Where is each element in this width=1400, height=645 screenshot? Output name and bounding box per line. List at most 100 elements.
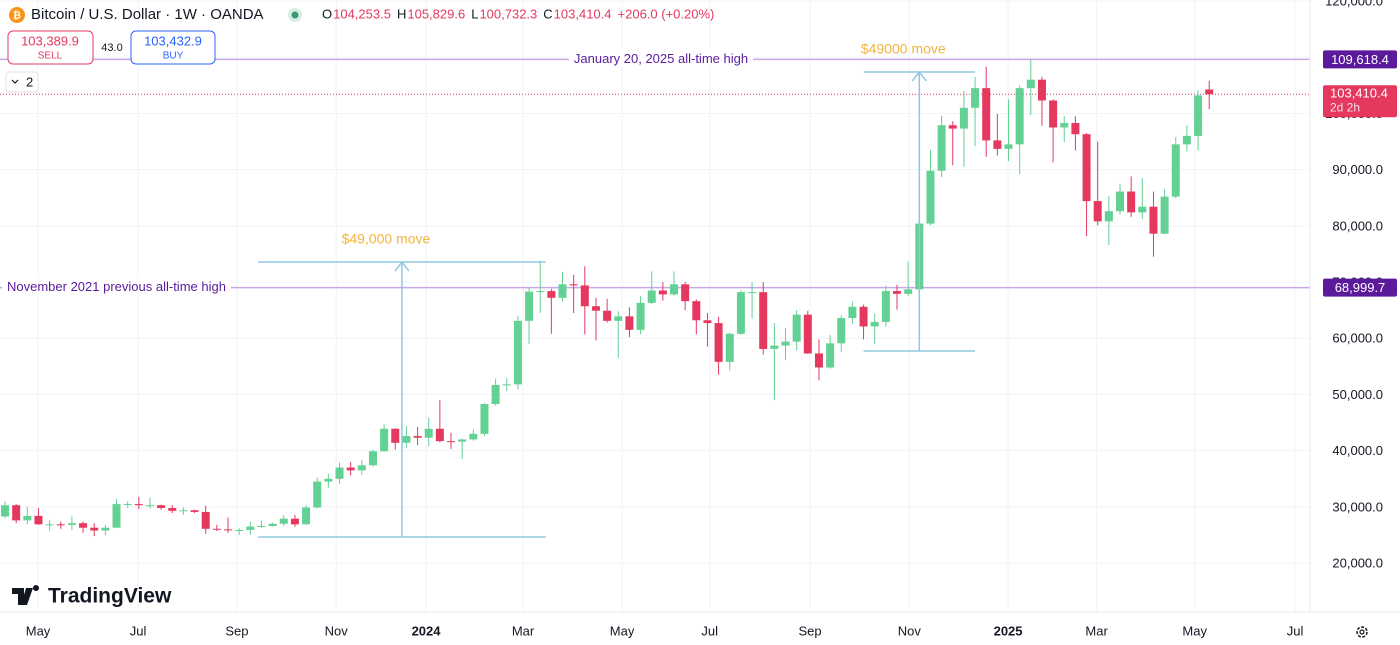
candle-body	[513, 320, 522, 385]
candle-body	[357, 465, 366, 471]
candle-body	[948, 125, 957, 129]
candle-body	[1015, 88, 1024, 145]
y-tick-label: 30,000.0	[1332, 499, 1383, 514]
axes: 20,000.0 30,000.0 40,000.0 50,000.0 60,000.0…	[26, 0, 1397, 638]
sell-button[interactable]	[7, 30, 94, 65]
candle-body	[12, 505, 21, 521]
sell-label: SELL	[38, 51, 63, 62]
candle-body	[1194, 95, 1203, 136]
candle-body	[536, 291, 545, 293]
candle-body	[636, 302, 645, 330]
candle-body	[324, 478, 333, 482]
candle-body	[826, 343, 835, 368]
x-tick-label: Sep	[225, 623, 248, 638]
candle-body	[893, 291, 902, 294]
y-tick-label: 60,000.0	[1332, 331, 1383, 346]
ohlc-key: L	[471, 6, 478, 21]
candle-body	[1127, 191, 1136, 213]
x-tick-label: Mar	[1085, 623, 1108, 638]
candle-body	[759, 292, 768, 349]
candle-body	[1026, 79, 1035, 89]
candle-body	[1182, 135, 1191, 145]
x-tick-label: Nov	[898, 623, 922, 638]
x-tick-label: May	[26, 623, 51, 638]
candle-body	[703, 320, 712, 324]
candle-body	[1160, 196, 1169, 234]
candle-body	[190, 510, 199, 512]
candle-body	[1049, 100, 1058, 128]
candle-body	[1104, 211, 1113, 222]
candle-body	[302, 507, 311, 525]
ohlc-key: C	[543, 6, 552, 21]
candle-body	[814, 353, 823, 368]
candle-body	[1037, 79, 1046, 101]
x-tick-label: 2024	[412, 623, 442, 638]
ohlc-value: 105,829.6	[407, 6, 465, 21]
candle-body	[391, 428, 400, 443]
candle-body	[45, 524, 54, 526]
ohlc-key: O	[322, 6, 332, 21]
logo-mark	[12, 585, 39, 605]
indicator-toggle[interactable]	[5, 71, 39, 93]
candle-body	[90, 527, 99, 531]
candle-body	[781, 341, 790, 346]
candle-body	[268, 523, 277, 526]
candle-body	[123, 504, 132, 506]
candle-body	[982, 88, 991, 141]
range-label: $49,000 move	[342, 231, 431, 247]
level-badge	[1323, 278, 1397, 297]
candle-body	[413, 436, 422, 438]
candle-body	[859, 306, 868, 327]
candle-body	[201, 511, 210, 529]
candle-body	[435, 428, 444, 442]
candle-body	[736, 292, 745, 334]
candle-body	[447, 441, 456, 443]
candle-body	[212, 528, 221, 530]
candle-body	[959, 107, 968, 129]
candle-body	[993, 140, 1002, 149]
level-label: November 2021 previous all-time high	[7, 279, 226, 294]
header: ₿ Bitcoin / U.S. Dollar · 1W · OANDA 103…	[5, 6, 1368, 638]
candle-body	[670, 284, 679, 295]
candle-body	[803, 314, 812, 354]
candle-body	[614, 316, 623, 321]
x-tick-label: Mar	[512, 623, 535, 638]
level-label-bg	[568, 49, 754, 67]
candle-body	[1004, 144, 1013, 149]
candle-body	[424, 428, 433, 438]
candle-body	[235, 529, 244, 531]
plot-area: January 20, 2025 all-time high November 2…	[0, 41, 1310, 538]
candle-body	[625, 316, 634, 330]
candle-body	[480, 404, 489, 434]
buy-button[interactable]	[130, 30, 216, 65]
candle-body	[290, 518, 299, 525]
y-tick-label: 80,000.0	[1332, 218, 1383, 233]
candle-body	[792, 314, 801, 342]
candle-body	[502, 384, 511, 386]
coin-icon-glyph: ₿	[13, 10, 21, 22]
y-tick-label: 120,000.0	[1325, 0, 1383, 8]
level-badge	[1323, 50, 1397, 69]
candle-body	[1138, 206, 1147, 213]
candle-body	[224, 529, 233, 531]
settings-icon[interactable]	[1356, 626, 1368, 638]
candle-body	[1060, 122, 1069, 128]
y-tick-label: 20,000.0	[1332, 556, 1383, 571]
market-status-dot	[291, 11, 299, 19]
candle-body	[725, 333, 734, 362]
level-badge-text: 109,618.4	[1331, 52, 1389, 67]
candle-body	[770, 345, 779, 349]
candle-body	[971, 88, 980, 108]
candle-body	[79, 523, 88, 528]
candle-body	[714, 323, 723, 362]
candle-body	[179, 510, 188, 512]
x-tick-label: Jul	[130, 623, 147, 638]
candle-body	[658, 290, 667, 295]
candle-body	[380, 428, 389, 452]
coin-icon	[9, 7, 25, 23]
candle-body	[1093, 201, 1102, 222]
candle-body	[926, 170, 935, 224]
y-tick-label: 90,000.0	[1332, 162, 1383, 177]
